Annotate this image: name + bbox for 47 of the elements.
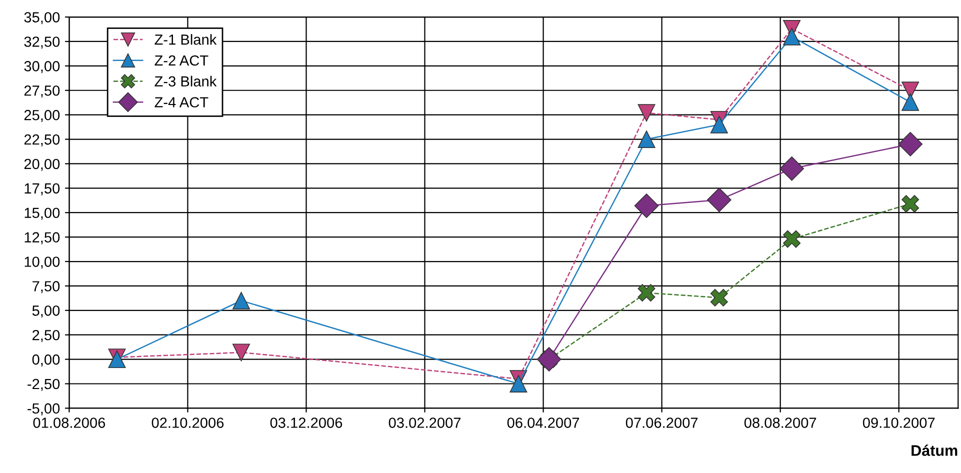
y-tick-label: 22,50	[24, 134, 60, 146]
x-tick-label: 01.08.2006	[33, 418, 106, 428]
x-tick-label: 06.04.2007	[507, 418, 580, 428]
y-tick-label: -2,50	[28, 378, 60, 391]
x-tick-label: 02.10.2006	[152, 418, 224, 428]
point	[638, 284, 656, 302]
x-tick-label: 08.08.2007	[744, 418, 816, 428]
y-tick-label: 10,00	[24, 256, 60, 269]
x-tick-label: 03.02.2007	[388, 418, 461, 428]
y-tick-label: 27,50	[24, 85, 60, 98]
point	[638, 130, 656, 148]
legend-label: Z-3 Blank	[154, 76, 217, 87]
y-tick-label: -5,00	[28, 403, 60, 416]
y-tick-label: 15,00	[24, 208, 60, 220]
x-tick-label: 03.12.2006	[270, 418, 342, 428]
point	[898, 132, 923, 156]
point	[780, 156, 804, 181]
point	[232, 292, 250, 310]
point	[232, 344, 250, 362]
point	[783, 28, 801, 46]
legend-label: Z-1 Blank	[154, 34, 217, 45]
point	[902, 195, 920, 213]
x-tick-label: 09.10.2007	[862, 418, 935, 428]
legend-label: Z-2 ACT	[154, 55, 208, 66]
y-tick-label: 2,50	[32, 330, 60, 342]
y-tick-label: 35,00	[24, 12, 60, 24]
y-tick-label: 7,50	[32, 281, 60, 294]
y-tick-label: 17,50	[24, 183, 60, 196]
y-tick-label: 30,00	[24, 61, 60, 74]
point	[902, 93, 920, 111]
point	[783, 230, 801, 248]
y-tick-label: 20,00	[24, 158, 60, 171]
x-tick-label: 07.06.2007	[626, 418, 698, 428]
point	[710, 288, 728, 306]
point	[536, 347, 562, 372]
point	[634, 194, 659, 218]
y-tick-label: 0,00	[32, 354, 60, 366]
legend-label: Z-4 ACT	[154, 97, 208, 108]
y-tick-label: 25,00	[24, 110, 60, 122]
y-tick-label: 32,50	[24, 36, 60, 49]
point	[510, 375, 528, 393]
point	[706, 188, 732, 212]
x-axis-title: Dátum	[912, 444, 958, 456]
point	[638, 104, 656, 122]
y-tick-label: 5,00	[32, 306, 60, 318]
point	[710, 116, 728, 134]
y-tick-label: 12,50	[24, 232, 60, 244]
